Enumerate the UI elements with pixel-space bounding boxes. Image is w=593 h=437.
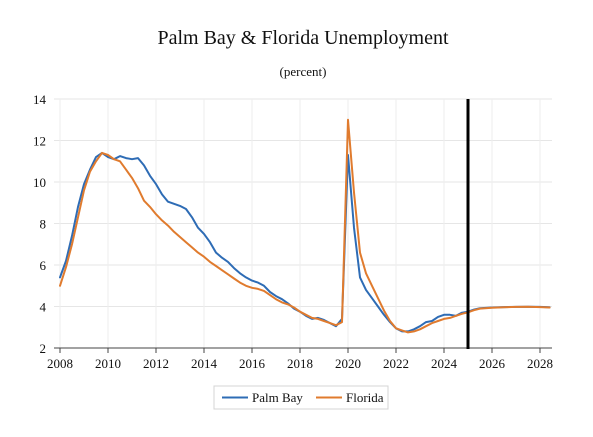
y-tick-label: 4 — [40, 300, 47, 315]
x-tick-label: 2024 — [431, 356, 458, 371]
series-line-florida — [59, 118, 551, 334]
chart-title: Palm Bay & Florida Unemployment — [157, 27, 449, 49]
x-tick-label: 2018 — [287, 356, 313, 371]
legend-box — [213, 385, 389, 410]
x-tick-label: 2028 — [527, 356, 553, 371]
x-tick-label: 2016 — [239, 356, 266, 371]
y-tick-label: 12 — [33, 134, 46, 149]
y-tick-label: 6 — [40, 258, 47, 273]
grid-lines — [54, 98, 552, 349]
x-tick-label: 2012 — [143, 356, 169, 371]
y-tick-label: 2 — [40, 341, 47, 356]
series-lines — [59, 118, 551, 334]
x-tick-label: 2020 — [335, 356, 361, 371]
y-tick-label: 14 — [33, 92, 47, 107]
x-axis-ticks: 2008 2010 2012 2014 2016 2018 2020 2022 2024 2026… — [47, 347, 553, 371]
x-tick-label: 2022 — [383, 356, 409, 371]
x-tick-label: 2008 — [47, 356, 73, 371]
y-axis-ticks: 2 4 6 8 10 12 14 — [33, 92, 47, 356]
x-tick-label: 2010 — [95, 356, 121, 371]
x-tick-label: 2014 — [191, 356, 218, 371]
y-tick-label: 10 — [33, 175, 46, 190]
legend-label-palm-bay: Palm Bay — [252, 390, 303, 405]
x-tick-label: 2026 — [479, 356, 506, 371]
legend: Palm Bay Florida — [213, 385, 389, 410]
y-tick-label: 8 — [40, 217, 47, 232]
legend-label-florida: Florida — [346, 390, 384, 405]
chart-subtitle: (percent) — [280, 64, 327, 79]
